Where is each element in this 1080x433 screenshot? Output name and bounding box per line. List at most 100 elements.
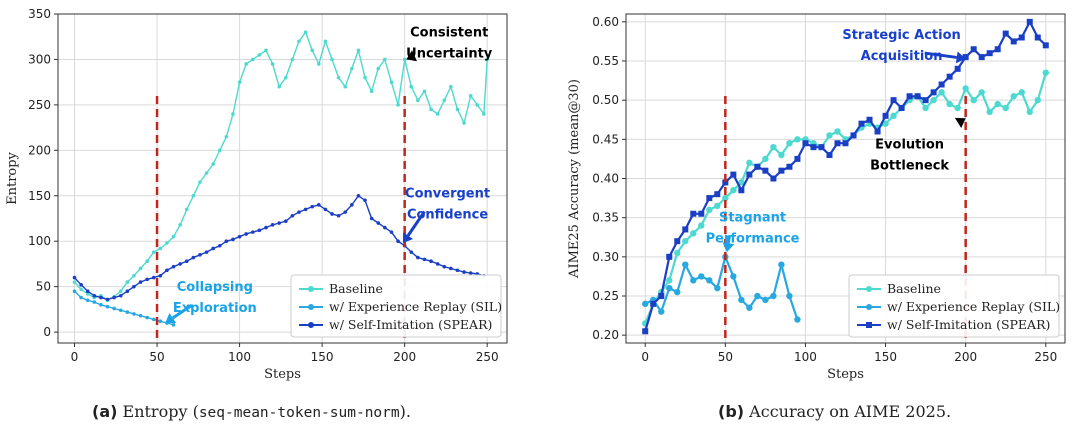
data-point-baseline-a [244, 62, 248, 66]
x-axis-label-a: Steps [264, 367, 301, 382]
data-point-baseline-a [184, 207, 189, 212]
data-point-sil-b [778, 261, 785, 268]
data-point-baseline-a [165, 241, 169, 245]
data-point-baseline-b [722, 194, 729, 202]
data-point-spear-b [818, 144, 825, 151]
data-point-spear-a [158, 273, 163, 278]
data-point-spear-b [1026, 18, 1033, 25]
data-point-spear-a [323, 207, 328, 212]
data-point-baseline-b [1002, 104, 1009, 112]
caption-a-end: ). [399, 402, 411, 421]
data-point-spear-b [802, 140, 809, 147]
data-point-spear-a [435, 262, 440, 266]
data-point-baseline-b [746, 159, 753, 167]
data-point-baseline-a [171, 234, 176, 239]
legend-marker-a [308, 304, 314, 310]
data-point-baseline-a [435, 112, 440, 116]
data-point-sil-a [72, 289, 77, 293]
data-point-spear-a [389, 230, 394, 234]
legend-entry-b: w/ Experience Replay (SIL) [887, 299, 1060, 314]
data-point-baseline-a [198, 180, 202, 184]
data-point-baseline-a [336, 75, 341, 80]
data-point-spear-a [92, 293, 97, 298]
data-point-spear-b [650, 300, 657, 307]
data-point-baseline-a [72, 280, 77, 284]
annotation-text-b: Strategic Action [842, 28, 960, 43]
y-tick-label-b: 0.45 [592, 132, 619, 146]
data-point-baseline-b [882, 120, 889, 127]
data-point-spear-b [778, 167, 785, 174]
data-point-baseline-a [422, 89, 427, 94]
y-axis-label-a: Entropy [5, 151, 20, 204]
data-point-baseline-a [409, 84, 414, 89]
annotation-arrowhead-b [954, 117, 966, 128]
data-point-spear-b [1010, 38, 1017, 45]
data-point-spear-b [746, 171, 753, 178]
annotation-arrow-a [406, 210, 426, 237]
x-tick-label-b: 150 [874, 350, 897, 364]
y-tick-label-a: 0 [43, 325, 51, 339]
data-point-baseline-a [217, 148, 222, 153]
annotation-arrow-b [924, 51, 957, 59]
annotation-text-a: Collapsing [177, 280, 253, 295]
data-point-spear-b [714, 191, 721, 198]
data-point-baseline-a [468, 93, 473, 98]
data-point-sil-b [730, 273, 737, 280]
data-point-baseline-a [284, 75, 288, 80]
data-point-spear-a [198, 253, 202, 257]
data-point-spear-a [297, 210, 301, 214]
data-point-spear-a [416, 255, 420, 260]
x-tick-label-a: 100 [228, 350, 251, 364]
data-point-spear-a [151, 275, 156, 280]
data-point-spear-a [145, 277, 149, 282]
data-point-spear-a [138, 280, 143, 284]
data-point-baseline-a [485, 57, 489, 62]
data-point-baseline-b [1018, 89, 1025, 96]
data-point-baseline-a [204, 171, 209, 175]
data-point-spear-b [842, 140, 849, 147]
data-point-baseline-a [125, 280, 130, 284]
data-point-spear-b [962, 54, 969, 61]
data-point-baseline-a [158, 246, 163, 251]
figure: 0 50 100 150 200 250 0 50 100 150 200 250 300 350 Step… [5, 7, 1066, 382]
legend-entry-a: w/ Self-Imitation (SPEAR) [329, 317, 492, 332]
x-tick-label-a: 150 [311, 350, 334, 364]
data-point-spear-b [938, 81, 945, 88]
y-tick-label-b: 0.35 [592, 211, 619, 225]
data-point-spear-b [722, 179, 729, 186]
data-point-baseline-a [317, 62, 321, 66]
y-tick-label-b: 0.60 [592, 15, 619, 29]
data-point-sil-a [112, 306, 116, 311]
data-point-baseline-a [383, 57, 387, 62]
data-point-spear-a [105, 297, 110, 302]
data-point-sil-b [786, 292, 793, 300]
data-point-baseline-a [429, 107, 433, 112]
data-point-spear-b [890, 97, 897, 104]
data-point-baseline-a [178, 223, 182, 227]
axes-frame-a [57, 13, 508, 344]
caption-b-text: Accuracy on AIME 2025. [749, 402, 952, 421]
x-tick-label-b: 200 [954, 350, 977, 364]
data-point-baseline-a [224, 134, 229, 139]
data-point-sil-b [770, 292, 777, 300]
data-point-spear-a [85, 289, 90, 293]
data-point-baseline-a [237, 80, 242, 84]
data-point-spear-a [277, 221, 281, 225]
annotation-arrow-b [726, 235, 731, 244]
annotation-text-b: Evolution [875, 138, 944, 153]
data-point-baseline-a [211, 162, 215, 166]
data-point-sil-a [99, 303, 103, 307]
data-point-baseline-b [994, 100, 1001, 108]
x-tick-label-a: 250 [476, 350, 499, 364]
data-point-baseline-a [310, 48, 315, 53]
data-point-baseline-b [778, 151, 785, 159]
annotation-arrowhead-b [722, 242, 735, 253]
data-point-baseline-a [449, 84, 453, 89]
x-tick-label-b: 100 [794, 350, 817, 364]
data-point-spear-b [922, 97, 929, 104]
y-tick-label-b: 0.25 [592, 289, 619, 303]
legend-marker-b [866, 304, 872, 310]
legend-entry-b: w/ Self-Imitation (SPEAR) [887, 317, 1050, 332]
data-point-spear-a [264, 225, 268, 230]
data-point-baseline-a [462, 121, 466, 125]
